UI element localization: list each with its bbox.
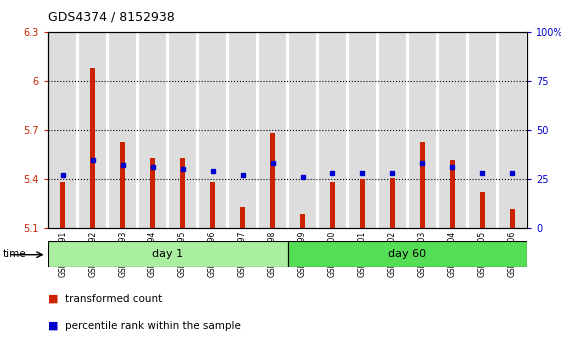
Bar <box>289 32 316 228</box>
Text: day 1: day 1 <box>152 249 183 259</box>
Bar <box>409 32 435 228</box>
Bar <box>80 32 106 228</box>
Bar <box>270 133 275 228</box>
Text: GDS4374 / 8152938: GDS4374 / 8152938 <box>48 10 174 23</box>
Bar <box>210 182 215 228</box>
Bar <box>330 182 335 228</box>
Bar <box>240 207 245 228</box>
Text: ■: ■ <box>48 321 58 331</box>
Text: transformed count: transformed count <box>65 294 162 304</box>
Bar <box>360 179 365 228</box>
Text: percentile rank within the sample: percentile rank within the sample <box>65 321 241 331</box>
Bar <box>48 241 287 267</box>
Bar <box>150 158 155 228</box>
Bar <box>379 32 406 228</box>
Bar <box>287 241 527 267</box>
Bar <box>450 160 455 228</box>
Text: time: time <box>3 249 26 259</box>
Bar <box>319 32 346 228</box>
Bar <box>169 32 196 228</box>
Bar <box>49 32 76 228</box>
Bar <box>120 142 125 228</box>
Text: ■: ■ <box>48 294 58 304</box>
Bar <box>259 32 286 228</box>
Bar <box>510 209 515 228</box>
Bar <box>180 158 185 228</box>
Text: day 60: day 60 <box>388 249 426 259</box>
Bar <box>300 213 305 228</box>
Bar <box>109 32 136 228</box>
Bar <box>60 182 65 228</box>
Bar <box>199 32 226 228</box>
Bar <box>390 178 395 228</box>
Bar <box>90 68 95 228</box>
Bar <box>499 32 526 228</box>
Bar <box>350 32 376 228</box>
Bar <box>469 32 495 228</box>
Bar <box>480 192 485 228</box>
Bar <box>420 142 425 228</box>
Bar <box>229 32 256 228</box>
Bar <box>439 32 466 228</box>
Bar <box>140 32 166 228</box>
